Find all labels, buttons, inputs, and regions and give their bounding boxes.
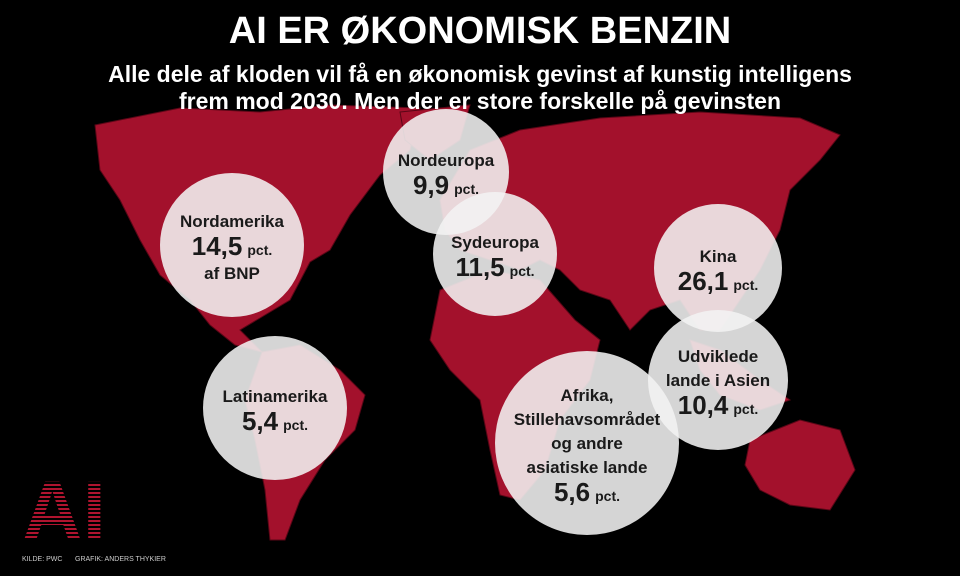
region-bubble [648, 310, 788, 450]
region-name: og andre [551, 434, 623, 453]
logo: AI [22, 464, 106, 558]
australia [744, 419, 856, 511]
value: 26,1 [678, 266, 729, 296]
region-name: Latinamerika [223, 387, 328, 406]
region-name: Udviklede [678, 347, 758, 366]
region-name: Afrika, [561, 386, 614, 405]
value: 14,5 [192, 231, 243, 261]
region-value: 11,5 pct. [455, 252, 534, 282]
region-bubble [495, 351, 679, 535]
value: 10,4 [678, 390, 729, 420]
region-value: 10,4 pct. [678, 390, 759, 420]
region-value: 9,9 pct. [413, 170, 479, 200]
region-value: 5,4 pct. [242, 406, 308, 436]
title: AI ER ØKONOMISK BENZIN [229, 10, 731, 52]
region-value: 14,5 pct. [192, 231, 273, 261]
region-value: 26,1 pct. [678, 266, 759, 296]
value: 9,9 [413, 170, 449, 200]
subtitle: frem mod 2030. Men der er store forskell… [179, 88, 781, 114]
value: 5,6 [554, 477, 590, 507]
region-bubble [654, 204, 782, 332]
subtitle: Alle dele af kloden vil få en økonomisk … [108, 61, 852, 87]
region-name: asiatiske lande [527, 458, 648, 477]
region-note: af BNP [204, 264, 260, 283]
region-name: lande i Asien [666, 371, 770, 390]
unit: pct. [595, 488, 620, 504]
unit: pct. [454, 181, 479, 197]
region-name: Sydeuropa [451, 233, 539, 252]
region-name: Nordamerika [180, 212, 284, 231]
credit: GRAFIK: ANDERS THYKIER [75, 556, 166, 563]
region-bubble [160, 173, 304, 317]
region-name: Stillehavsområdet [514, 410, 661, 429]
value: 11,5 [455, 252, 504, 282]
region-value: 5,6 pct. [554, 477, 620, 507]
unit: pct. [510, 263, 535, 279]
unit: pct. [733, 401, 758, 417]
unit: pct. [283, 417, 308, 433]
value: 5,4 [242, 406, 279, 436]
unit: pct. [733, 277, 758, 293]
unit: pct. [247, 242, 272, 258]
source: KILDE: PWC [22, 556, 62, 563]
region-name: Nordeuropa [398, 151, 495, 170]
region-bubble [203, 336, 347, 480]
region-bubble [433, 192, 557, 316]
region-name: Kina [700, 247, 737, 266]
